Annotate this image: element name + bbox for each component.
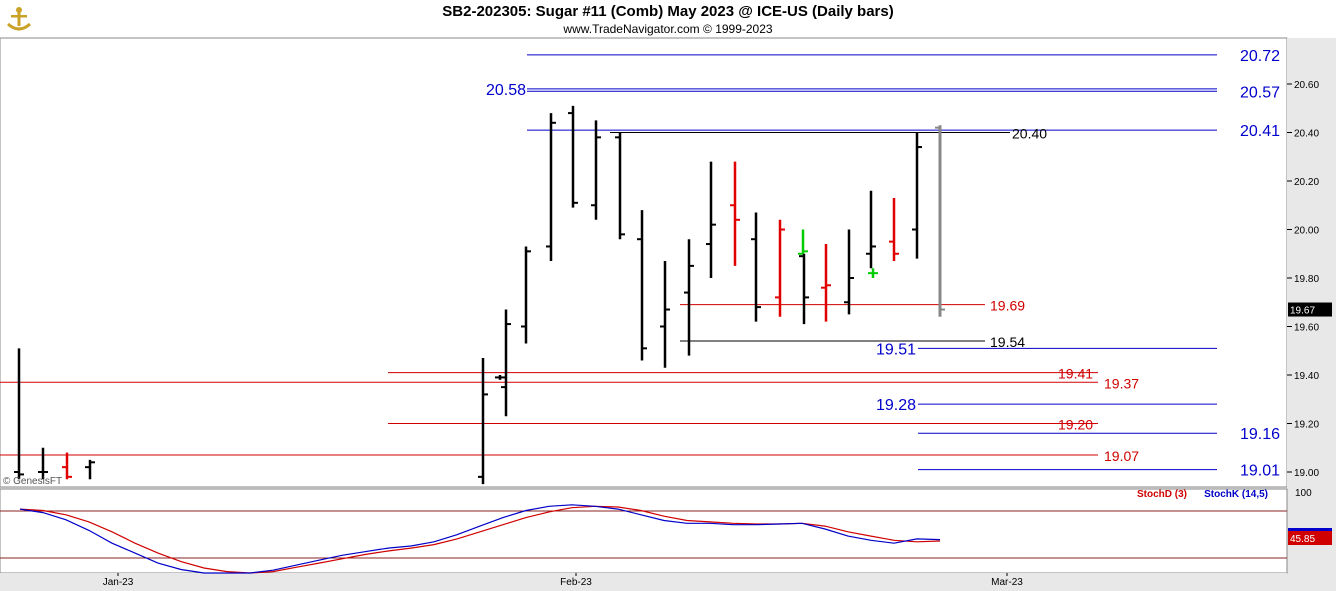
ohlc-bar[interactable] bbox=[866, 190, 876, 269]
y-tick-label: 20.20 bbox=[1294, 177, 1319, 188]
osc-last-value-label: 45.85 bbox=[1290, 534, 1315, 545]
level-label: 19.54 bbox=[990, 334, 1025, 350]
y-tick-label: 19.40 bbox=[1294, 371, 1319, 382]
stochd-value-badge bbox=[1288, 531, 1332, 545]
level-label: 20.40 bbox=[1012, 126, 1047, 142]
ohlc-bar[interactable] bbox=[501, 309, 511, 417]
last-price-badge bbox=[1288, 302, 1332, 317]
level-label: 20.57 bbox=[1240, 84, 1280, 101]
ohlc-bar[interactable] bbox=[821, 244, 831, 322]
level-label: 20.41 bbox=[1240, 123, 1280, 140]
watermark: © GenesisFT bbox=[3, 476, 62, 487]
ohlc-bar[interactable] bbox=[751, 212, 761, 322]
level-label: 19.16 bbox=[1240, 426, 1280, 443]
y-tick-label: 20.40 bbox=[1294, 129, 1319, 140]
osc-legend-label: StochD (3) bbox=[1137, 489, 1187, 500]
x-tick-label: Feb-23 bbox=[560, 577, 592, 588]
ohlc-bar[interactable] bbox=[799, 253, 809, 325]
ohlc-bar[interactable] bbox=[730, 161, 740, 266]
ohlc-bar[interactable] bbox=[868, 268, 878, 278]
level-label: 19.51 bbox=[876, 341, 916, 358]
ohlc-bar[interactable] bbox=[568, 105, 578, 208]
ohlc-bar[interactable] bbox=[684, 239, 694, 356]
y-tick-label: 19.20 bbox=[1294, 420, 1319, 431]
ohlc-bar[interactable] bbox=[912, 132, 922, 259]
trade-navigator-logo-icon bbox=[6, 7, 32, 31]
y-tick-label: 20.60 bbox=[1294, 80, 1319, 91]
ohlc-bar[interactable] bbox=[615, 132, 625, 240]
ohlc-bar[interactable] bbox=[85, 459, 95, 480]
ohlc-bar[interactable] bbox=[478, 358, 488, 485]
chart-title: SB2-202305: Sugar #11 (Comb) May 2023 @ … bbox=[442, 3, 894, 20]
ohlc-bar[interactable] bbox=[935, 125, 945, 317]
level-label: 19.69 bbox=[990, 298, 1025, 314]
x-tick-label: Mar-23 bbox=[991, 577, 1023, 588]
level-label: 19.41 bbox=[1058, 366, 1093, 382]
ohlc-bar[interactable] bbox=[637, 210, 647, 361]
ohlc-bar[interactable] bbox=[889, 197, 899, 262]
chart-header: SB2-202305: Sugar #11 (Comb) May 2023 @ … bbox=[0, 0, 1336, 38]
osc-y-tick-label: 100 bbox=[1295, 488, 1312, 499]
ohlc-bar[interactable] bbox=[521, 246, 531, 344]
level-label: 19.20 bbox=[1058, 417, 1093, 433]
level-label: 20.58 bbox=[486, 82, 526, 99]
ohlc-bar[interactable] bbox=[798, 229, 808, 255]
ohlc-bar[interactable] bbox=[62, 452, 72, 480]
ohlc-bar[interactable] bbox=[660, 261, 670, 368]
y-tick-label: 19.80 bbox=[1294, 274, 1319, 285]
y-tick-label: 19.00 bbox=[1294, 468, 1319, 479]
x-tick-label: Jan-23 bbox=[103, 577, 134, 588]
ohlc-bar[interactable] bbox=[775, 219, 785, 317]
price-panel bbox=[0, 37, 1288, 488]
chart-subtitle: www.TradeNavigator.com © 1999-2023 bbox=[563, 22, 773, 36]
stoch-line bbox=[19, 504, 941, 574]
level-label: 20.72 bbox=[1240, 48, 1280, 65]
level-label: 19.01 bbox=[1240, 463, 1280, 480]
ohlc-bar[interactable] bbox=[844, 229, 854, 315]
y-tick-label: 20.00 bbox=[1294, 226, 1319, 237]
osc-legend-label: StochK (14,5) bbox=[1204, 489, 1268, 500]
level-label: 19.07 bbox=[1104, 448, 1139, 464]
oscillator-panel bbox=[0, 488, 1288, 574]
ohlc-bar[interactable] bbox=[14, 348, 24, 480]
ohlc-bar[interactable] bbox=[706, 161, 716, 278]
ohlc-bar[interactable] bbox=[495, 375, 505, 380]
ohlc-bar[interactable] bbox=[546, 113, 556, 262]
level-label: 19.28 bbox=[876, 397, 916, 414]
ohlc-bar[interactable] bbox=[591, 120, 601, 220]
last-price-label: 19.67 bbox=[1290, 306, 1315, 317]
date-axis-panel bbox=[0, 573, 1287, 591]
ohlc-bar[interactable] bbox=[38, 447, 48, 480]
y-tick-label: 19.60 bbox=[1294, 323, 1319, 334]
level-label: 19.37 bbox=[1104, 375, 1139, 391]
